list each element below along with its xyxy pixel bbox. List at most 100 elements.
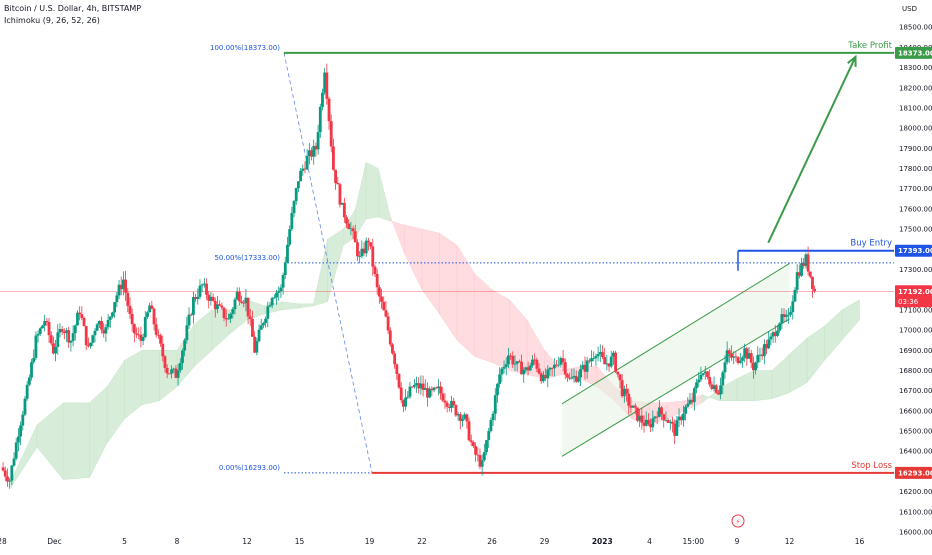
candle-body[interactable] (242, 302, 246, 304)
candle-body[interactable] (423, 388, 427, 390)
candle-body[interactable] (743, 348, 747, 358)
candle-body[interactable] (605, 363, 609, 365)
candle-body[interactable] (34, 335, 38, 358)
candle-body[interactable] (353, 231, 357, 243)
candle-body[interactable] (146, 312, 149, 318)
candle-body[interactable] (237, 291, 241, 302)
candle-body[interactable] (334, 169, 337, 184)
candle-body[interactable] (375, 273, 379, 288)
candle-body[interactable] (493, 395, 497, 414)
candle-body[interactable] (614, 352, 617, 372)
candle-body[interactable] (461, 418, 464, 421)
candle-body[interactable] (476, 454, 480, 456)
candle-body[interactable] (649, 424, 652, 428)
candle-body[interactable] (117, 284, 121, 296)
candle-body[interactable] (377, 287, 381, 297)
candle-body[interactable] (202, 283, 206, 285)
candle-body[interactable] (253, 336, 257, 353)
candle-body[interactable] (657, 407, 661, 417)
candle-body[interactable] (397, 373, 401, 388)
candle-body[interactable] (73, 325, 77, 334)
candle-body[interactable] (124, 279, 127, 293)
candle-body[interactable] (417, 383, 421, 389)
candle-body[interactable] (399, 387, 403, 401)
candle-body[interactable] (19, 425, 22, 437)
candle-body[interactable] (264, 318, 267, 324)
candle-body[interactable] (259, 325, 263, 330)
candle-body[interactable] (577, 377, 580, 382)
candle-body[interactable] (220, 305, 224, 308)
candle-body[interactable] (108, 316, 112, 320)
candle-body[interactable] (1, 467, 5, 471)
candle-body[interactable] (318, 106, 322, 133)
candle-body[interactable] (172, 368, 176, 370)
candle-body[interactable] (568, 377, 572, 379)
candle-body[interactable] (294, 188, 298, 202)
channel-upper-line[interactable] (561, 263, 790, 405)
candle-body[interactable] (419, 383, 423, 389)
candle-body[interactable] (89, 342, 92, 347)
candle-body[interactable] (233, 299, 237, 310)
candle-body[interactable] (813, 288, 817, 292)
candle-body[interactable] (84, 326, 88, 346)
candle-body[interactable] (445, 402, 449, 407)
candle-body[interactable] (52, 343, 55, 354)
candle-body[interactable] (369, 242, 372, 247)
candle-body[interactable] (351, 228, 355, 232)
candle-body[interactable] (165, 367, 169, 374)
candle-body[interactable] (135, 333, 138, 335)
candle-body[interactable] (421, 383, 425, 390)
candle-body[interactable] (161, 343, 165, 357)
candle-body[interactable] (612, 352, 615, 357)
candle-body[interactable] (458, 414, 462, 421)
candle-body[interactable] (563, 362, 567, 375)
candle-body[interactable] (38, 328, 42, 334)
candle-body[interactable] (113, 302, 117, 313)
candle-body[interactable] (275, 292, 278, 298)
candle-body[interactable] (347, 223, 351, 230)
candle-body[interactable] (548, 367, 552, 370)
candle-body[interactable] (570, 377, 574, 379)
candle-body[interactable] (93, 330, 97, 336)
candle-body[interactable] (559, 358, 563, 365)
candle-body[interactable] (695, 382, 698, 389)
candle-body[interactable] (489, 420, 493, 432)
candle-body[interactable] (437, 386, 440, 389)
candle-body[interactable] (480, 460, 484, 467)
candle-body[interactable] (176, 370, 180, 378)
candle-body[interactable] (574, 375, 578, 382)
candle-body[interactable] (106, 319, 110, 328)
candle-body[interactable] (277, 291, 281, 293)
candle-body[interactable] (12, 458, 16, 466)
candle-body[interactable] (58, 329, 62, 333)
candle-body[interactable] (128, 305, 132, 314)
candle-body[interactable] (410, 386, 414, 388)
candle-body[interactable] (132, 324, 136, 334)
candle-body[interactable] (154, 324, 158, 335)
candle-body[interactable] (583, 364, 587, 372)
candle-body[interactable] (283, 262, 287, 275)
candle-body[interactable] (550, 367, 554, 369)
candle-body[interactable] (316, 132, 320, 150)
candle-body[interactable] (321, 92, 324, 107)
candle-body[interactable] (441, 393, 445, 401)
candle-body[interactable] (198, 285, 202, 297)
candle-body[interactable] (522, 369, 526, 375)
candle-body[interactable] (141, 337, 145, 341)
candle-body[interactable] (222, 307, 226, 319)
candle-body[interactable] (443, 400, 447, 403)
candle-body[interactable] (43, 321, 47, 326)
candle-body[interactable] (511, 355, 515, 365)
candle-body[interactable] (380, 296, 383, 302)
candle-body[interactable] (49, 335, 53, 344)
candle-body[interactable] (662, 414, 666, 421)
fib-trend-line[interactable] (283, 52, 373, 473)
candle-body[interactable] (675, 420, 679, 436)
candle-body[interactable] (3, 470, 7, 477)
candle-body[interactable] (286, 244, 289, 263)
candle-body[interactable] (469, 440, 473, 443)
event-bolt-icon[interactable] (731, 514, 745, 528)
candle-body[interactable] (371, 246, 375, 267)
candle-body[interactable] (6, 476, 9, 482)
